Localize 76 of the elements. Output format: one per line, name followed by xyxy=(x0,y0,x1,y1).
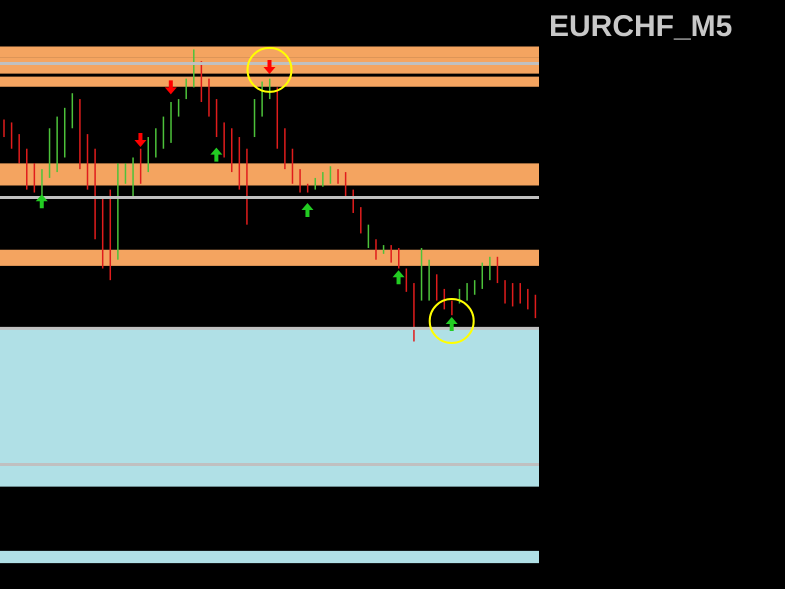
point xyxy=(428,298,475,344)
candlestick xyxy=(26,148,28,190)
candlestick xyxy=(208,78,210,117)
candlestick xyxy=(306,184,308,193)
candlestick xyxy=(72,93,74,128)
candlestick xyxy=(496,256,498,284)
candlestick xyxy=(482,262,484,289)
candlestick xyxy=(246,148,248,225)
candlestick xyxy=(170,102,172,143)
candlestick xyxy=(3,120,5,138)
candlestick xyxy=(132,157,134,198)
candlestick xyxy=(79,99,81,170)
candlestick xyxy=(344,172,346,198)
candlestick xyxy=(162,116,164,149)
candlestick xyxy=(390,245,392,263)
candlestick xyxy=(102,198,104,268)
candlestick xyxy=(330,166,332,184)
candlestick xyxy=(466,283,468,301)
candlestick xyxy=(193,49,195,88)
candlestick xyxy=(18,134,20,164)
candlestick xyxy=(436,274,438,301)
candlestick xyxy=(368,224,370,248)
text: EURCHF_M5 xyxy=(549,10,732,44)
candlestick xyxy=(534,294,536,318)
candlestick xyxy=(254,99,256,138)
candlestick xyxy=(284,128,286,170)
candlestick xyxy=(117,163,119,260)
candlestick xyxy=(382,245,384,254)
candlestick xyxy=(230,128,232,172)
candlestick xyxy=(428,260,430,301)
candlestick xyxy=(360,207,362,234)
candlestick xyxy=(512,283,514,306)
candlestick xyxy=(155,128,157,158)
point xyxy=(210,148,222,162)
candlestick xyxy=(124,163,126,184)
candlestick xyxy=(185,78,187,100)
candlestick xyxy=(474,280,476,295)
candlestick xyxy=(110,190,112,280)
candlestick xyxy=(322,172,324,187)
candlestick xyxy=(398,248,400,268)
point xyxy=(301,203,314,218)
candlestick xyxy=(200,61,202,102)
point xyxy=(246,46,292,93)
candlestick xyxy=(86,134,88,190)
point xyxy=(36,194,48,208)
candlestick xyxy=(94,148,96,240)
candlestick xyxy=(223,122,225,158)
candlestick xyxy=(216,99,218,138)
candlestick xyxy=(140,148,142,184)
candlestick xyxy=(238,137,240,190)
candlestick xyxy=(64,108,66,158)
candlestick xyxy=(299,169,301,193)
candlestick xyxy=(527,288,529,310)
candlestick xyxy=(48,128,50,178)
candlestick xyxy=(519,283,521,304)
point xyxy=(392,270,405,284)
point xyxy=(134,132,146,147)
candlestick xyxy=(375,239,377,260)
candlestick xyxy=(489,256,491,280)
candlestick xyxy=(147,137,149,172)
candlestick xyxy=(178,99,180,117)
candlestick xyxy=(413,283,415,342)
candlestick xyxy=(504,280,506,304)
candlestick xyxy=(261,82,263,117)
candlestick xyxy=(10,122,12,149)
candlestick xyxy=(406,268,408,292)
candlestick xyxy=(276,87,278,149)
candlestick xyxy=(337,169,339,184)
candlestick xyxy=(56,116,58,172)
point xyxy=(164,80,177,94)
candlestick xyxy=(292,148,294,184)
candlestick xyxy=(451,300,453,316)
candlestick xyxy=(34,163,36,193)
candlestick xyxy=(420,248,422,301)
candlestick xyxy=(314,178,316,190)
candlestick xyxy=(268,78,270,100)
